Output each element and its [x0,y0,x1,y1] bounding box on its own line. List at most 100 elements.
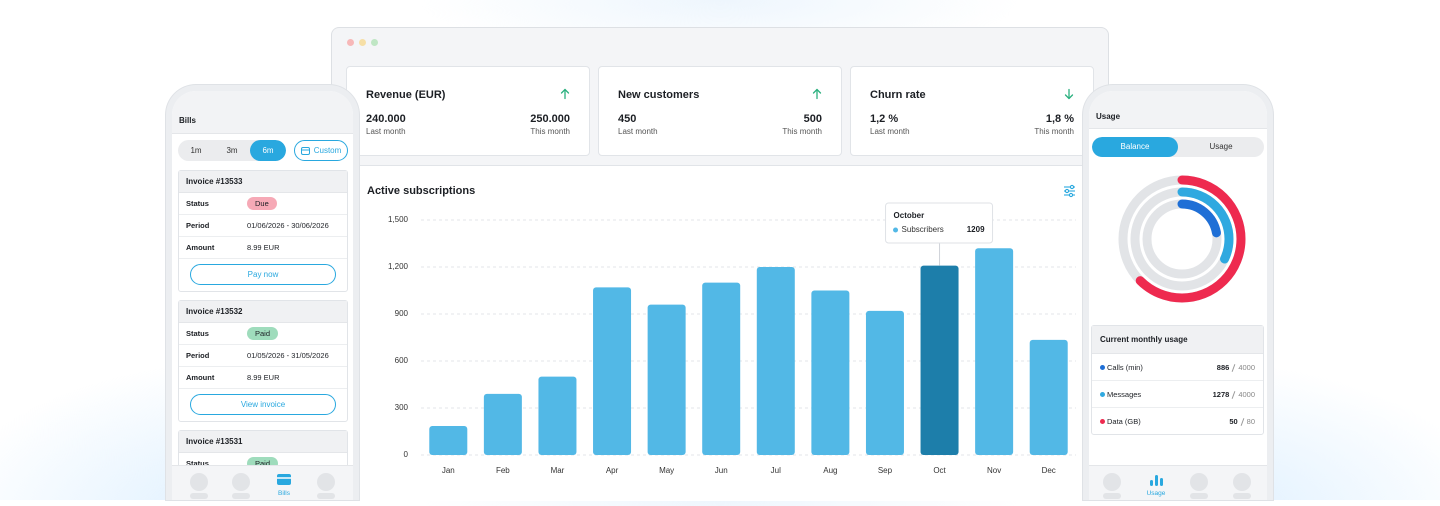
usage-amount: 886 [1216,363,1230,372]
nav-item[interactable] [317,473,335,499]
nav-item[interactable] [1103,473,1121,499]
nav-item[interactable] [1190,473,1208,499]
action-button[interactable]: Pay now [190,264,336,285]
usage-dot [1100,392,1105,397]
custom-label: Custom [313,146,342,155]
bottom-nav: Usage [1089,465,1267,500]
usage-limit: 4000 [1238,363,1255,372]
phone-header: Usage [1089,91,1267,129]
tooltip-series: Subscribers [902,225,944,234]
action-wrap: View invoice [190,394,336,415]
phone-header: Bills [172,91,353,134]
usage-label: Data (GB) [1107,417,1141,426]
nav-label[interactable]: Bills [278,490,290,497]
x-tick-label: Dec [1042,466,1056,475]
row-value: 8.99 EUR [247,373,280,382]
usage-tab[interactable]: Usage [1209,142,1233,151]
row-label: Amount [186,373,215,382]
status-pill: Paid [247,327,279,340]
kpi-current-label: This month [782,127,822,136]
nav-label[interactable]: Usage [1146,490,1166,497]
chart-title: Active subscriptions [367,185,475,197]
row-label: Period [186,351,210,360]
action-button[interactable]: View invoice [190,394,336,415]
y-tick-label: 1,500 [388,215,409,224]
usage-separator [1231,363,1236,372]
x-tick-label: May [659,466,674,475]
kpi-title: New customers [618,89,700,101]
invoice-title: Invoice #13533 [179,171,347,193]
bar [647,304,686,455]
invoice-row: Period 01/05/2026 - 31/05/2026 [179,345,347,367]
nav-item[interactable] [190,473,208,499]
x-tick-label: Mar [551,466,565,475]
kpi-row: Revenue (EUR) 240.000 250.000 Last month Thi… [346,66,1094,156]
invoice-row: Status Paid [179,323,347,345]
kpi-title: Revenue (EUR) [366,89,446,101]
phone-title: Bills [179,116,196,125]
period-option[interactable]: 3m [226,146,238,155]
kpi-title: Churn rate [870,89,926,101]
kpi-current: 500 [803,113,822,125]
period-option[interactable]: 1m [190,146,202,155]
usage-row: Messages 1278 4000 [1092,381,1263,408]
filter-knob [1064,188,1070,194]
bar [702,282,741,455]
bar [1029,339,1068,455]
invoice-row: Amount 8.99 EUR [179,237,347,259]
bar [920,265,959,455]
kpi-previous-label: Last month [618,127,658,136]
filter-icon [1064,184,1075,198]
usage-value: 1278 4000 [1213,390,1255,399]
card-icon [277,474,291,485]
usage-panel-title: Current monthly usage [1092,326,1263,354]
tooltip-dot [893,227,899,233]
row-label: Status [186,199,209,208]
kpi-previous: 450 [618,113,637,125]
window-dot [347,39,354,46]
x-tick-label: Aug [823,466,837,475]
kpi-current: 1,8 % [1045,113,1074,125]
custom-button[interactable]: Custom [294,140,348,161]
window-dot [359,39,366,46]
nav-item[interactable] [1233,473,1251,499]
period-option[interactable]: 6m [250,140,286,161]
usage-limit: 4000 [1238,390,1255,399]
x-tick-label: Jan [442,466,455,475]
phone-bills: Bills 1m 3m 6m Custom Invoice #13533 Status Due… [166,85,359,500]
x-tick-label: Jun [715,466,728,475]
x-tick-label: Nov [987,466,1001,475]
tooltip [885,202,994,244]
bar [483,393,522,455]
bar [756,267,795,455]
chart: Active subscriptions 0 300 600 900 1,200 1,500… [367,184,1076,475]
usage-limit: 80 [1246,417,1255,426]
kpi-current-label: This month [1034,127,1074,136]
filter-knob [1069,184,1075,190]
kpi-card: Revenue (EUR) 240.000 250.000 Last month Thi… [346,66,590,156]
trend-arrow [560,88,570,100]
arrow-head [812,88,822,94]
usage-label: Calls (min) [1107,363,1143,372]
arrow-head [1064,94,1074,100]
x-tick-label: Sep [878,466,893,475]
invoice-row: Status Due [179,193,347,215]
x-tick-label: Feb [496,466,510,475]
kpi-card: Churn rate 1,2 % 1,8 % Last month This month [850,66,1094,156]
calendar-icon [300,147,310,155]
bar [429,426,468,455]
row-value: 01/05/2026 - 31/05/2026 [247,351,329,360]
usage-amount: 50 [1229,417,1238,426]
y-tick-label: 1,200 [388,262,409,271]
usage-amount: 1278 [1212,390,1230,399]
bar [593,287,632,455]
tooltip-value: 1209 [967,225,985,234]
usage-tab[interactable]: Balance [1092,137,1178,157]
nav-item[interactable] [232,473,250,499]
usage-dot [1100,419,1105,424]
usage-value: 50 80 [1229,417,1255,426]
invoice-card: Invoice #13532 Status Paid Period 01/05/2026… [178,300,348,422]
kpi-current: 250.000 [530,113,570,125]
